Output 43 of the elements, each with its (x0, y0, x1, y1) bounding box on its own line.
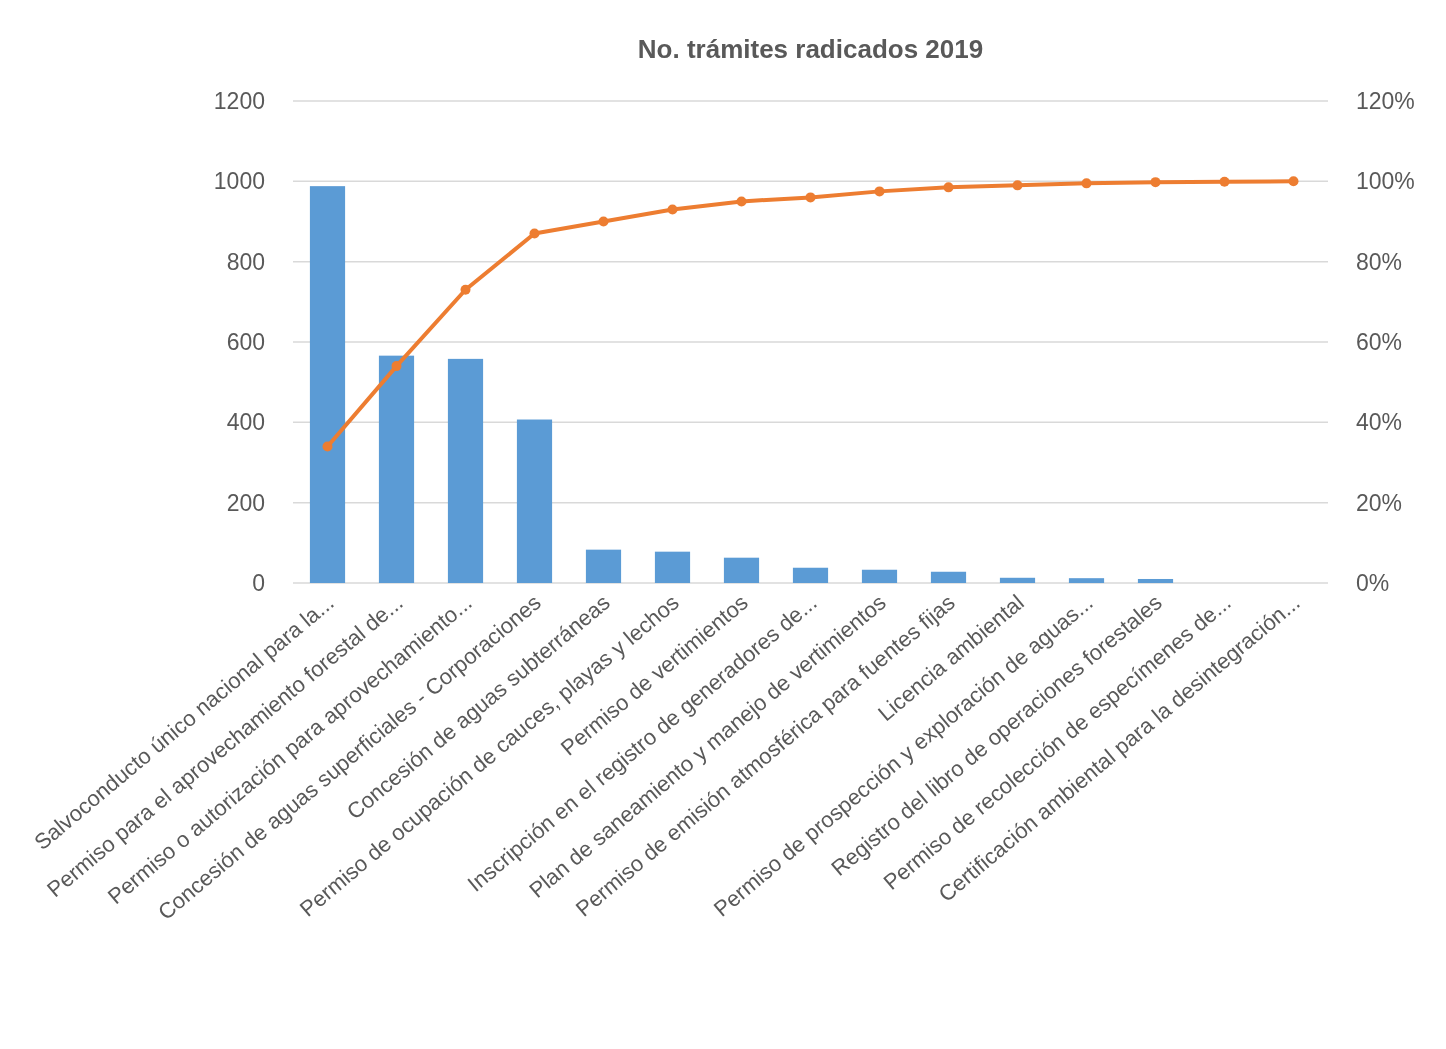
y2-tick-label: 80% (1356, 248, 1403, 275)
bar (1137, 578, 1174, 583)
y2-tick-label: 20% (1356, 489, 1403, 516)
y-tick-label: 200 (226, 489, 265, 516)
y-tick-label: 0 (252, 570, 265, 597)
y2-tick-label: 0% (1356, 570, 1390, 597)
point (322, 441, 333, 452)
point (736, 196, 747, 207)
point (874, 186, 885, 197)
y2-tick-label: 120% (1356, 88, 1415, 115)
point (529, 228, 540, 239)
point (1150, 177, 1161, 188)
chart-title: No. trámites radicados 2019 (637, 34, 984, 64)
bar (792, 567, 829, 583)
bar (1068, 578, 1105, 583)
bar (516, 419, 553, 583)
bar (378, 355, 415, 583)
point (805, 192, 816, 203)
bar (447, 358, 484, 583)
bar (930, 571, 967, 583)
bar (723, 557, 760, 583)
bar (654, 551, 691, 583)
bar (999, 577, 1036, 583)
bar (861, 569, 898, 583)
y-tick-label: 400 (226, 409, 265, 436)
y-tick-label: 1200 (213, 88, 265, 115)
y2-tick-label: 100% (1356, 168, 1415, 195)
point (1081, 178, 1092, 189)
bar (585, 549, 622, 583)
point (1219, 176, 1230, 187)
point (460, 284, 471, 295)
point (943, 182, 954, 193)
point (1288, 176, 1299, 187)
y-tick-label: 800 (226, 248, 265, 275)
point (391, 361, 402, 372)
y2-tick-label: 40% (1356, 409, 1403, 436)
y2-tick-label: 60% (1356, 329, 1403, 356)
y-tick-label: 600 (226, 329, 265, 356)
point (1012, 180, 1023, 191)
y-tick-label: 1000 (213, 168, 265, 195)
point (598, 216, 609, 227)
bar (309, 186, 346, 583)
point (667, 204, 678, 215)
